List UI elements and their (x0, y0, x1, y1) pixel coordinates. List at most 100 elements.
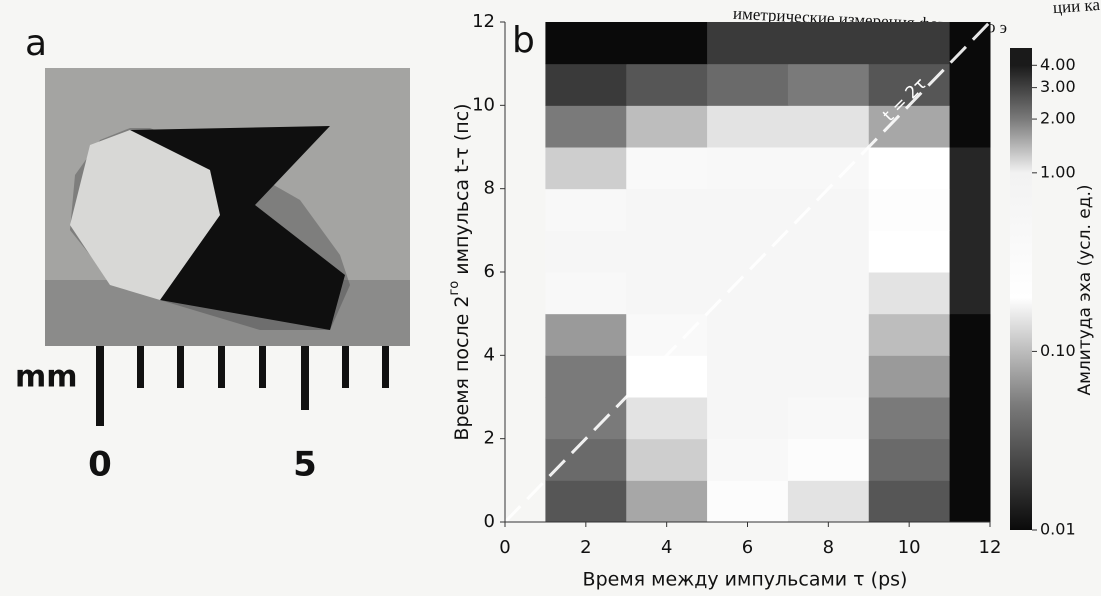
y-tick-label: 2 (484, 428, 495, 449)
heat-cell (707, 147, 789, 190)
heat-cell (868, 313, 951, 356)
ruler (96, 346, 389, 426)
heat-cell (868, 188, 951, 231)
heat-cell (707, 313, 789, 356)
heat-cell (868, 147, 951, 190)
heat-cell (545, 63, 627, 106)
heat-cell (626, 22, 708, 65)
heat-cell (787, 480, 870, 523)
ruler-tick (301, 346, 309, 410)
heat-cell (545, 397, 627, 440)
heat-cell (545, 22, 627, 65)
heat-cell (949, 480, 991, 523)
heat-cell (949, 105, 991, 148)
photo-panel (45, 68, 410, 346)
scale-label: 5 (293, 445, 317, 485)
colorbar-tick-label: 1.00 (1040, 162, 1076, 181)
y-tick-label: 12 (472, 11, 495, 32)
heat-cell (949, 313, 991, 356)
heat-cell (787, 22, 870, 65)
heat-cell (868, 355, 951, 398)
heat-cell (949, 272, 991, 315)
heat-cell (868, 272, 951, 315)
ruler-tick (177, 346, 184, 388)
annotation-line (503, 20, 992, 524)
x-tick-label: 0 (499, 537, 510, 558)
heat-cell (949, 147, 991, 190)
heat-cell (787, 63, 870, 106)
heat-cell (868, 22, 951, 65)
heat-cell (545, 147, 627, 190)
ruler-tick (382, 346, 389, 388)
x-tick-label: 12 (979, 537, 1002, 558)
heat-cell (868, 438, 951, 481)
heat-cell (545, 272, 627, 315)
heat-cell (707, 22, 789, 65)
heat-cell (707, 105, 789, 148)
ruler-tick (342, 346, 349, 388)
y-axis-label-part: импульса t-τ (пс) (451, 103, 473, 280)
heat-cell (707, 272, 789, 315)
heat-cell (707, 188, 789, 231)
y-axis-label-part: го (447, 281, 462, 296)
colorbar-tick-label: 4.00 (1040, 55, 1076, 74)
heat-cell (868, 480, 951, 523)
heat-cell (949, 230, 991, 273)
x-tick-label: 4 (661, 537, 672, 558)
heat-cell (949, 397, 991, 440)
heat-cell (868, 397, 951, 440)
heat-cell (707, 230, 789, 273)
axes: 0 2 4 6 8 10 12 0 2 4 6 8 10 12 0.01 0.10 1.00 2.00 3.00 4.… (472, 11, 1076, 558)
heat-cell (787, 230, 870, 273)
heat-cell (787, 188, 870, 231)
heat-cell (626, 63, 708, 106)
x-tick-label: 10 (898, 537, 921, 558)
heat-cell (626, 105, 708, 148)
heat-cell (545, 438, 627, 481)
heatmap: t = 2τ (503, 20, 992, 524)
ruler-tick (259, 346, 266, 388)
ruler-tick (218, 346, 225, 388)
heat-cell (626, 438, 708, 481)
heat-cell (868, 63, 951, 106)
heat-cell (626, 272, 708, 315)
heat-cell (545, 313, 627, 356)
x-axis-label: Время между импульсами τ (ps) (583, 569, 908, 591)
heat-cell (787, 147, 870, 190)
colorbar-tick-label: 0.01 (1040, 520, 1076, 539)
colorbar-tick-label: 0.10 (1040, 341, 1076, 360)
y-tick-label: 6 (484, 261, 495, 282)
heat-cell (626, 313, 708, 356)
heat-cell (949, 188, 991, 231)
heat-cell (787, 105, 870, 148)
heat-cell (626, 147, 708, 190)
heat-cell (545, 355, 627, 398)
colorbar (1010, 48, 1032, 530)
heat-cell (626, 188, 708, 231)
colorbar-tick-label: 3.00 (1040, 77, 1076, 96)
heat-cell (707, 355, 789, 398)
heat-cell (707, 480, 789, 523)
heat-cell (626, 355, 708, 398)
crystal-light (70, 130, 220, 300)
x-tick-label: 2 (580, 537, 591, 558)
panel-label: a (25, 23, 47, 64)
header-fragment: ции ка (1052, 0, 1101, 17)
y-tick-label: 0 (484, 511, 495, 532)
panel-label: b (512, 20, 535, 61)
heat-cell (868, 105, 951, 148)
heat-cell (545, 230, 627, 273)
y-axis-label: Время после 2го импульса t-τ (пс) (447, 103, 473, 440)
heat-cell (626, 480, 708, 523)
heat-cell (787, 355, 870, 398)
colorbar-tick-label: 2.00 (1040, 109, 1076, 128)
heat-cell (949, 63, 991, 106)
heat-cell (545, 480, 627, 523)
heat-cell (787, 438, 870, 481)
heat-cell (787, 397, 870, 440)
x-tick-label: 6 (742, 537, 753, 558)
heat-cell (949, 438, 991, 481)
heat-cell (626, 230, 708, 273)
scale-unit: mm (15, 360, 78, 395)
